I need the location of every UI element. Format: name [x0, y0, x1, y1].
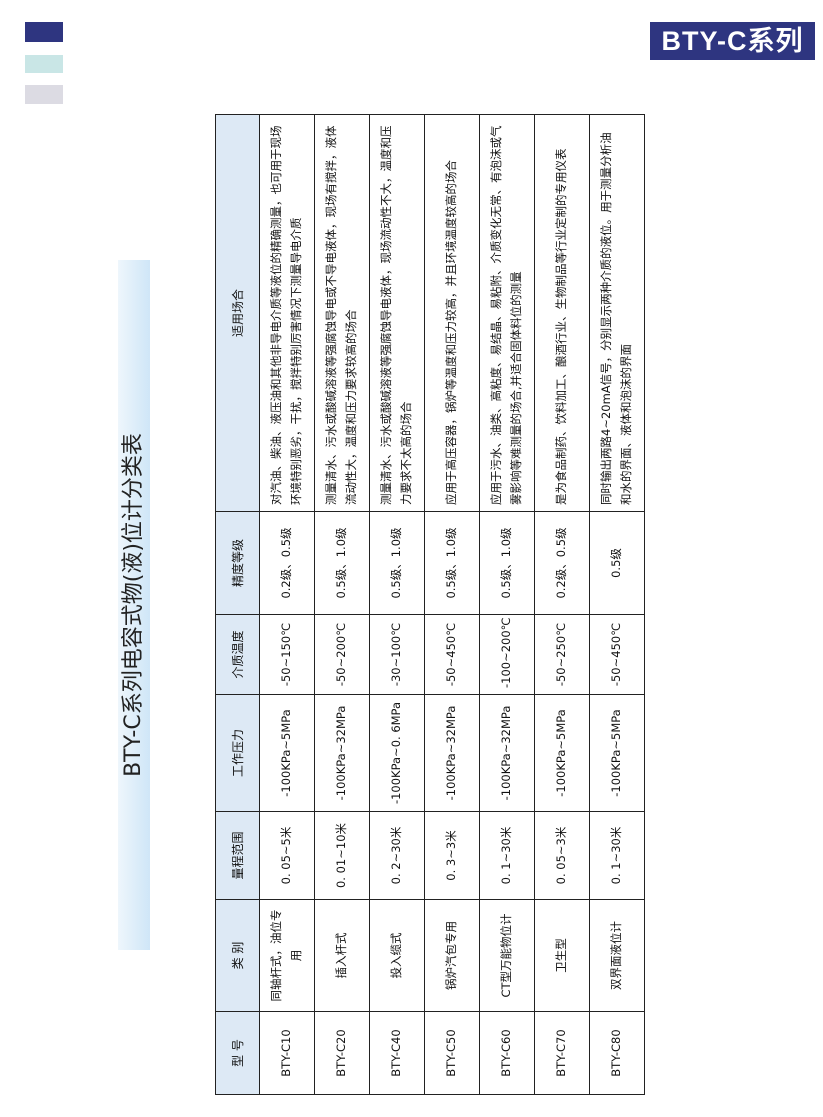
pressure-cell: -100KPa~0. 6MPa	[369, 694, 425, 812]
range-cell: 0. 3~3米	[424, 811, 480, 900]
model-cell: BTY-C20	[314, 1011, 370, 1095]
model-cell: BTY-C80	[589, 1011, 645, 1095]
model-cell: BTY-C40	[369, 1011, 425, 1095]
range-cell: 0. 05~3米	[534, 811, 590, 900]
series-badge: BTY-C系列	[650, 22, 815, 60]
table-row: BTY-C70 卫生型 0. 05~3米 -100KPa~5MPa -50~250℃ 0.…	[534, 114, 590, 1095]
range-cell: 0. 2~30米	[369, 811, 425, 900]
column-header: 量程范围	[215, 811, 260, 900]
temperature-cell: -50~150℃	[259, 614, 315, 695]
range-cell: 0. 05~5米	[259, 811, 315, 900]
category-cell: 双界面液位计	[589, 899, 645, 1012]
accuracy-cell: 0.2级、0.5级	[259, 511, 315, 615]
accuracy-cell: 0.2级、0.5级	[534, 511, 590, 615]
column-header: 适用场合	[215, 114, 260, 512]
decor-square-navy	[25, 22, 63, 42]
pressure-cell: -100KPa~5MPa	[534, 694, 590, 812]
category-cell: 卫生型	[534, 899, 590, 1012]
application-cell: 测量清水、污水或酸碱溶液等强腐蚀导电或不导电液体，现场有搅拌，液体流动性大，温度…	[314, 114, 370, 512]
category-cell: 同轴杆式，油位专用	[259, 899, 315, 1012]
table-row: BTY-C10 同轴杆式，油位专用 0. 05~5米 -100KPa~5MPa -50~…	[259, 114, 315, 1095]
temperature-cell: -50~450℃	[589, 614, 645, 695]
decor-square-teal	[25, 55, 63, 73]
accuracy-cell: 0.5级、1.0级	[424, 511, 480, 615]
classification-table: 型 号类 别量程范围 工作压力 介质温度 精度等级 适用场合 BTY-C10 同轴杆式，油…	[215, 114, 645, 1095]
column-header: 介质温度	[215, 614, 260, 695]
application-cell: 测量清水、污水或酸碱溶液等强腐蚀导电液体，现场流动性不大，温度和压力要求不太高的…	[369, 114, 425, 512]
table-row: BTY-C60 CT型万能物位计 0. 1~30米 -100KPa~32MPa -100…	[479, 114, 535, 1095]
pressure-cell: -100KPa~5MPa	[259, 694, 315, 812]
table-row: BTY-C50 锅炉汽包专用 0. 3~3米 -100KPa~32MPa -50~450…	[424, 114, 480, 1095]
range-cell: 0. 1~30米	[479, 811, 535, 900]
column-header: 精度等级	[215, 511, 260, 615]
pressure-cell: -100KPa~32MPa	[314, 694, 370, 812]
pressure-cell: -100KPa~32MPa	[424, 694, 480, 812]
column-header: 工作压力	[215, 694, 260, 812]
pressure-cell: -100KPa~32MPa	[479, 694, 535, 812]
temperature-cell: -50~200℃	[314, 614, 370, 695]
table-row: BTY-C80 双界面液位计 0. 1~30米 -100KPa~5MPa -50~450…	[589, 114, 645, 1095]
range-cell: 0. 1~30米	[589, 811, 645, 900]
accuracy-cell: 0.5级、1.0级	[479, 511, 535, 615]
temperature-cell: -30~100℃	[369, 614, 425, 695]
classification-table-wrapper: 型 号类 别量程范围 工作压力 介质温度 精度等级 适用场合 BTY-C10 同轴杆式，油…	[215, 114, 645, 1095]
application-cell: 应用于污水、油类、高粘度、易结晶、易粘附、介质变化无常、有泡沫或气雾影响等难测量…	[479, 114, 535, 512]
accuracy-cell: 0.5级、1.0级	[314, 511, 370, 615]
category-cell: 插入杆式	[314, 899, 370, 1012]
column-header: 类 别	[215, 899, 260, 1012]
pressure-cell: -100KPa~5MPa	[589, 694, 645, 812]
category-cell: CT型万能物位计	[479, 899, 535, 1012]
table-header-row: 型 号类 别量程范围 工作压力 介质温度 精度等级 适用场合	[215, 114, 260, 1095]
page-title: BTY-C系列电容式物(液)位计分类表	[118, 260, 150, 950]
accuracy-cell: 0.5级	[589, 511, 645, 615]
temperature-cell: -50~450℃	[424, 614, 480, 695]
column-header: 型 号	[215, 1011, 260, 1095]
category-cell: 锅炉汽包专用	[424, 899, 480, 1012]
model-cell: BTY-C10	[259, 1011, 315, 1095]
table-row: BTY-C40 投入缆式 0. 2~30米 -100KPa~0. 6MPa -30~10…	[369, 114, 425, 1095]
model-cell: BTY-C60	[479, 1011, 535, 1095]
temperature-cell: -100~200℃	[479, 614, 535, 695]
application-cell: 应用于高压容器，锅炉等温度和压力较高，并且环境温度较高的场合	[424, 114, 480, 512]
temperature-cell: -50~250℃	[534, 614, 590, 695]
category-cell: 投入缆式	[369, 899, 425, 1012]
application-cell: 同时输出两路4~20mA信号，分别显示两种介质的液位。用于测量分析油和水的界面、…	[589, 114, 645, 512]
application-cell: 对汽油、柴油、液压油和其他非导电介质等液位的精确测量，也可用于现场环境特别恶劣，…	[259, 114, 315, 512]
accuracy-cell: 0.5级、1.0级	[369, 511, 425, 615]
model-cell: BTY-C50	[424, 1011, 480, 1095]
range-cell: 0. 01~10米	[314, 811, 370, 900]
decor-square-grey	[25, 85, 63, 104]
model-cell: BTY-C70	[534, 1011, 590, 1095]
application-cell: 是为食品制药、饮料加工、酿酒行业、生物制品等行业定制的专用仪表	[534, 114, 590, 512]
table-row: BTY-C20 插入杆式 0. 01~10米 -100KPa~32MPa -50~200…	[314, 114, 370, 1095]
